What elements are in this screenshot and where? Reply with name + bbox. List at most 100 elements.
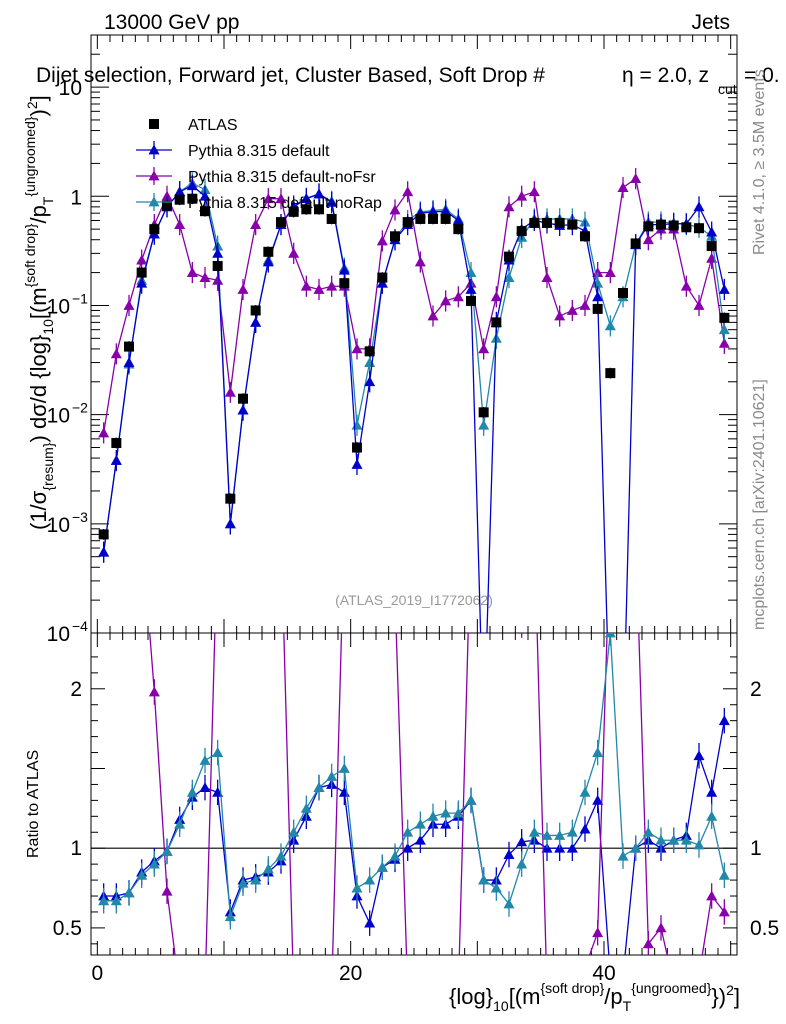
data-point-pythia-8-315-default-nofsr [123, 299, 135, 310]
data-point-atlas [567, 219, 578, 230]
ratio-point-pythia-8-315-default-norap [566, 826, 578, 837]
data-point-atlas [618, 288, 628, 299]
chart-title-sub: cut [718, 81, 737, 97]
ratio-group [98, 633, 730, 955]
data-point-pythia-8-315-default [313, 188, 325, 199]
x-tick-label: 0 [91, 962, 103, 985]
y-tick-label: 10 [47, 295, 70, 318]
legend: ATLAS Pythia 8.315 default Pythia 8.315 de… [136, 117, 382, 212]
ratio-point-pythia-8-315-default-norap [630, 842, 642, 853]
data-point-pythia-8-315-default-nofsr [174, 219, 186, 230]
ratio-point-pythia-8-315-default-nofsr [161, 885, 173, 896]
y-tick-label: 10 [47, 514, 70, 537]
data-point-pythia-8-315-default-nofsr [110, 348, 122, 359]
data-point-atlas [440, 213, 451, 224]
data-point-atlas [326, 213, 337, 224]
data-point-pythia-8-315-default [98, 546, 110, 557]
ratio-point-pythia-8-315-default-norap [655, 834, 667, 845]
ratio-point-pythia-8-315-default [592, 794, 604, 805]
data-point-atlas [592, 303, 603, 314]
data-point-pythia-8-315-default-nofsr [554, 310, 566, 321]
data-point-pythia-8-315-default-nofsr [630, 173, 642, 184]
chart-title: Dijet selection, Forward jet, Cluster Ba… [36, 64, 545, 87]
ratio-tick-label: 1 [70, 837, 82, 860]
data-point-pythia-8-315-default-nofsr [136, 254, 148, 265]
data-point-atlas [529, 217, 540, 228]
data-point-pythia-8-315-default [237, 404, 249, 415]
data-point-pythia-8-315-default-nofsr [566, 304, 578, 315]
data-point-atlas [390, 231, 400, 242]
chart-title-overlap: η = 2.0, z [622, 64, 709, 87]
data-point-pythia-8-315-default-nofsr [275, 193, 287, 204]
ratio-point-pythia-8-315-default-norap [718, 869, 730, 880]
data-point-pythia-8-315-default-nofsr [250, 219, 262, 230]
legend-entry-label: Pythia 8.315 default [188, 143, 330, 160]
series-group [98, 168, 730, 633]
data-point-pythia-8-315-default-nofsr [427, 310, 439, 321]
data-point-pythia-8-315-default [440, 205, 452, 216]
data-point-pythia-8-315-default [110, 455, 122, 465]
data-point-pythia-8-315-default-nofsr [262, 193, 274, 204]
ratio-point-pythia-8-315-default [516, 836, 528, 847]
ratio-point-pythia-8-315-default-norap [516, 858, 528, 869]
ratio-point-pythia-8-315-default-norap [706, 810, 718, 821]
data-point-atlas [301, 204, 312, 215]
data-point-pythia-8-315-default-nofsr [224, 386, 236, 397]
ratio-point-pythia-8-315-default-norap [427, 810, 439, 821]
data-point-atlas [402, 217, 413, 228]
data-point-atlas [656, 219, 666, 230]
data-point-atlas [149, 224, 160, 235]
data-point-pythia-8-315-default [706, 226, 718, 237]
ratio-tick-label-right: 2 [750, 678, 762, 701]
data-point-pythia-8-315-default-nofsr [326, 280, 338, 291]
data-point-pythia-8-315-default-norap [478, 419, 490, 430]
data-point-pythia-8-315-default [338, 264, 350, 275]
data-point-pythia-8-315-default-nofsr [376, 235, 388, 246]
data-point-pythia-8-315-default [364, 376, 376, 387]
data-point-pythia-8-315-default-norap [503, 272, 515, 282]
data-point-pythia-8-315-default [592, 291, 604, 302]
data-point-pythia-8-315-default [250, 316, 262, 327]
ratio-point-pythia-8-315-default-norap [668, 834, 680, 845]
data-point-pythia-8-315-default-nofsr [389, 204, 401, 215]
mcplots-label: mcplots.cern.ch [arXiv:2401.10621] [751, 379, 768, 630]
ratio-point-pythia-8-315-default [718, 715, 730, 726]
data-point-pythia-8-315-default-nofsr [503, 201, 515, 212]
data-point-atlas [605, 368, 616, 379]
y-tick-label-exponent: −4 [72, 618, 88, 634]
ratio-point-pythia-8-315-default-norap [465, 794, 477, 805]
data-point-pythia-8-315-default-nofsr [452, 291, 464, 302]
data-point-atlas [694, 223, 704, 234]
ratio-point-pythia-8-315-default-norap [642, 826, 654, 837]
data-point-pythia-8-315-default [224, 518, 236, 529]
ratio-tick-label: 0.5 [53, 917, 82, 940]
data-point-atlas [187, 193, 198, 204]
ratio-point-pythia-8-315-default-norap [440, 807, 452, 818]
data-point-pythia-8-315-default [718, 284, 730, 294]
ratio-point-pythia-8-315-default-nofsr [642, 938, 654, 949]
data-point-pythia-8-315-default [351, 458, 363, 469]
ratio-point-pythia-8-315-default [199, 782, 211, 793]
data-point-pythia-8-315-default-nofsr [490, 291, 502, 302]
data-point-atlas [263, 246, 274, 257]
data-point-atlas [136, 267, 147, 278]
chart-title-main: Dijet selection, Forward jet, Cluster Ba… [36, 64, 545, 87]
x-axis-label: {log}10[(m{soft drop}/pT{ungroomed}})2] [449, 980, 740, 1014]
data-point-pythia-8-315-default-nofsr [237, 284, 249, 294]
data-point-atlas [504, 251, 514, 262]
ratio-point-pythia-8-315-default-norap [313, 782, 325, 793]
data-point-atlas [478, 407, 489, 418]
ratio-point-pythia-8-315-default-norap [123, 887, 135, 898]
chart-title-end: = 0. [744, 64, 780, 87]
data-point-atlas [668, 220, 679, 231]
data-point-pythia-8-315-default-nofsr [402, 186, 414, 197]
data-point-atlas [250, 305, 261, 316]
data-point-pythia-8-315-default [262, 256, 274, 267]
y-tick-label: 1 [70, 186, 82, 209]
data-point-pythia-8-315-default-nofsr [592, 267, 604, 277]
ratio-point-pythia-8-315-default-norap [579, 786, 591, 797]
legend-marker-triangle [148, 144, 160, 155]
data-point-pythia-8-315-default-nofsr [617, 182, 629, 193]
legend-entry-label: ATLAS [188, 117, 238, 134]
data-point-pythia-8-315-default-nofsr [414, 256, 426, 267]
